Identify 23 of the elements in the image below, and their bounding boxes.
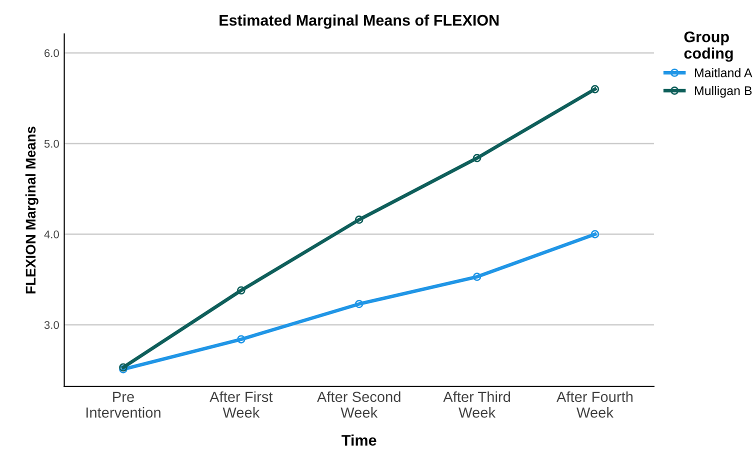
point <box>472 272 482 281</box>
x-tick-label: After Third Week <box>443 391 510 418</box>
x-tick-label: After Second Week <box>316 391 400 418</box>
x-axis-title: Time <box>342 434 376 446</box>
legend-title: Group coding <box>684 31 733 62</box>
y-axis-title: FLEXION Marginal Means <box>25 126 38 294</box>
chart-title: Estimated Marginal Means of FLEXION <box>220 14 499 29</box>
point <box>354 216 364 224</box>
point <box>590 230 600 238</box>
x-tick-label: After First Week <box>210 391 273 418</box>
legend-label: Mulligan B <box>694 86 752 98</box>
point <box>472 154 482 162</box>
point <box>590 85 600 94</box>
point <box>236 335 246 344</box>
x-tick-label: After Fourth Week <box>556 391 633 418</box>
legend-label: Maitland A <box>694 68 752 78</box>
y-tick-label: 5.0 <box>44 140 59 148</box>
y-tick-label: 6.0 <box>44 49 59 58</box>
point <box>354 300 364 308</box>
point <box>236 286 246 295</box>
y-tick-label: 4.0 <box>44 230 59 238</box>
y-tick-label: 3.0 <box>44 321 59 329</box>
x-tick-label: Pre Intervention <box>86 392 160 418</box>
